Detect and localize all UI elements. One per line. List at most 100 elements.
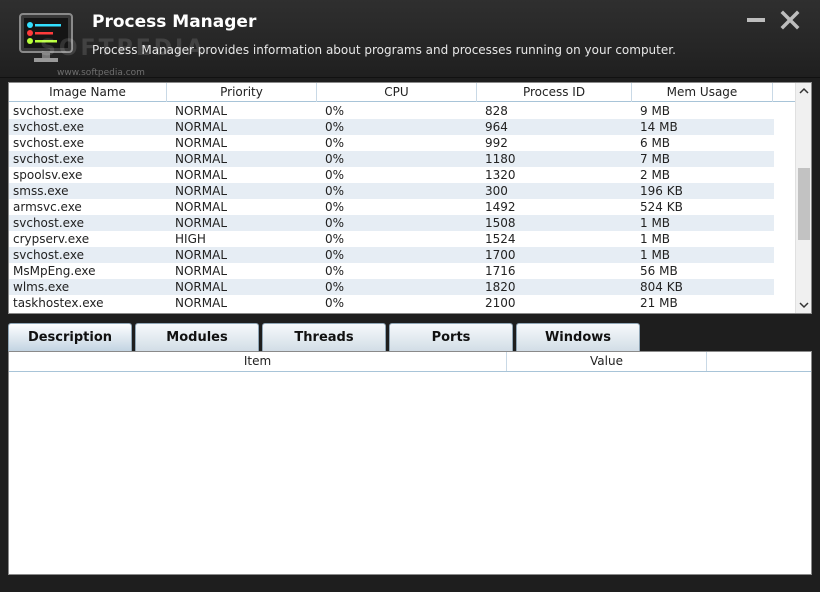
cell-cpu: 0% bbox=[325, 216, 345, 230]
cell-priority: NORMAL bbox=[175, 248, 228, 262]
cell-image-name: svchost.exe bbox=[13, 248, 84, 262]
cell-mem-usage: 56 MB bbox=[640, 264, 678, 278]
table-row[interactable]: smss.exe NORMAL 0% 300 196 KB bbox=[9, 183, 774, 199]
column-header-mem-usage[interactable]: Mem Usage bbox=[632, 83, 773, 102]
cell-process-id: 1716 bbox=[485, 264, 516, 278]
cell-image-name: svchost.exe bbox=[13, 216, 84, 230]
cell-image-name: crypserv.exe bbox=[13, 232, 90, 246]
cell-priority: NORMAL bbox=[175, 152, 228, 166]
cell-mem-usage: 2 MB bbox=[640, 168, 671, 182]
minimize-icon[interactable] bbox=[746, 10, 766, 30]
cell-cpu: 0% bbox=[325, 104, 345, 118]
process-list-header: Image Name Priority CPU Process ID Mem U… bbox=[9, 83, 797, 102]
cell-process-id: 300 bbox=[485, 184, 508, 198]
cell-mem-usage: 7 MB bbox=[640, 152, 671, 166]
cell-process-id: 1320 bbox=[485, 168, 516, 182]
cell-process-id: 992 bbox=[485, 136, 508, 150]
tab-description[interactable]: Description bbox=[8, 323, 132, 351]
column-header-process-id[interactable]: Process ID bbox=[477, 83, 632, 102]
chevron-up-icon[interactable] bbox=[796, 83, 812, 99]
table-row[interactable]: svchost.exe NORMAL 0% 828 9 MB bbox=[9, 103, 774, 119]
cell-process-id: 1508 bbox=[485, 216, 516, 230]
cell-mem-usage: 524 KB bbox=[640, 200, 683, 214]
watermark-url: www.softpedia.com bbox=[57, 68, 145, 78]
table-row[interactable]: svchost.exe NORMAL 0% 1508 1 MB bbox=[9, 215, 774, 231]
cell-mem-usage: 1 MB bbox=[640, 216, 671, 230]
table-row[interactable]: spoolsv.exe NORMAL 0% 1320 2 MB bbox=[9, 167, 774, 183]
tab-threads[interactable]: Threads bbox=[262, 323, 386, 351]
cell-cpu: 0% bbox=[325, 248, 345, 262]
cell-priority: NORMAL bbox=[175, 184, 228, 198]
cell-image-name: svchost.exe bbox=[13, 136, 84, 150]
cell-cpu: 0% bbox=[325, 168, 345, 182]
table-row[interactable]: wlms.exe NORMAL 0% 1820 804 KB bbox=[9, 279, 774, 295]
tab-windows[interactable]: Windows bbox=[516, 323, 640, 351]
table-row[interactable]: crypserv.exe HIGH 0% 1524 1 MB bbox=[9, 231, 774, 247]
cell-image-name: wlms.exe bbox=[13, 280, 70, 294]
table-row[interactable]: svchost.exe NORMAL 0% 964 14 MB bbox=[9, 119, 774, 135]
cell-image-name: smss.exe bbox=[13, 184, 69, 198]
cell-cpu: 0% bbox=[325, 152, 345, 166]
cell-process-id: 1700 bbox=[485, 248, 516, 262]
cell-priority: NORMAL bbox=[175, 120, 228, 134]
cell-priority: NORMAL bbox=[175, 104, 228, 118]
cell-image-name: svchost.exe bbox=[13, 104, 84, 118]
cell-cpu: 0% bbox=[325, 120, 345, 134]
cell-cpu: 0% bbox=[325, 200, 345, 214]
cell-mem-usage: 14 MB bbox=[640, 120, 678, 134]
column-header-value[interactable]: Value bbox=[507, 352, 707, 371]
watermark: SOFTPEDIA bbox=[40, 36, 207, 61]
column-header-cpu[interactable]: CPU bbox=[317, 83, 477, 102]
table-row[interactable]: armsvc.exe NORMAL 0% 1492 524 KB bbox=[9, 199, 774, 215]
cell-process-id: 828 bbox=[485, 104, 508, 118]
cell-priority: NORMAL bbox=[175, 296, 228, 310]
tab-ports[interactable]: Ports bbox=[389, 323, 513, 351]
cell-priority: NORMAL bbox=[175, 168, 228, 182]
cell-cpu: 0% bbox=[325, 280, 345, 294]
cell-cpu: 0% bbox=[325, 296, 345, 310]
scrollbar-thumb[interactable] bbox=[798, 168, 810, 240]
cell-mem-usage: 1 MB bbox=[640, 232, 671, 246]
close-icon[interactable] bbox=[780, 10, 800, 30]
cell-image-name: svchost.exe bbox=[13, 120, 84, 134]
process-rows: svchost.exe NORMAL 0% 828 9 MB svchost.exe NOR… bbox=[9, 103, 797, 311]
cell-mem-usage: 21 MB bbox=[640, 296, 678, 310]
cell-priority: NORMAL bbox=[175, 216, 228, 230]
cell-process-id: 1180 bbox=[485, 152, 516, 166]
cell-priority: NORMAL bbox=[175, 280, 228, 294]
table-row[interactable]: svchost.exe NORMAL 0% 992 6 MB bbox=[9, 135, 774, 151]
cell-cpu: 0% bbox=[325, 264, 345, 278]
table-row[interactable]: svchost.exe NORMAL 0% 1700 1 MB bbox=[9, 247, 774, 263]
cell-process-id: 1492 bbox=[485, 200, 516, 214]
cell-cpu: 0% bbox=[325, 232, 345, 246]
detail-list[interactable]: Item Value bbox=[8, 351, 812, 575]
cell-process-id: 2100 bbox=[485, 296, 516, 310]
cell-priority: NORMAL bbox=[175, 264, 228, 278]
cell-image-name: taskhostex.exe bbox=[13, 296, 104, 310]
table-row[interactable]: taskhostex.exe NORMAL 0% 2100 21 MB bbox=[9, 295, 774, 311]
cell-mem-usage: 1 MB bbox=[640, 248, 671, 262]
column-header-item[interactable]: Item bbox=[9, 352, 507, 371]
detail-list-header: Item Value bbox=[9, 352, 811, 372]
detail-tabs: Description Modules Threads Ports Window… bbox=[8, 323, 812, 351]
app-title: Process Manager bbox=[92, 12, 257, 32]
chevron-down-icon[interactable] bbox=[796, 297, 812, 313]
cell-image-name: armsvc.exe bbox=[13, 200, 82, 214]
cell-cpu: 0% bbox=[325, 184, 345, 198]
tab-modules[interactable]: Modules bbox=[135, 323, 259, 351]
cell-image-name: spoolsv.exe bbox=[13, 168, 83, 182]
table-row[interactable]: svchost.exe NORMAL 0% 1180 7 MB bbox=[9, 151, 774, 167]
column-header-priority[interactable]: Priority bbox=[167, 83, 317, 102]
cell-process-id: 1820 bbox=[485, 280, 516, 294]
vertical-scrollbar[interactable] bbox=[795, 83, 811, 313]
cell-process-id: 964 bbox=[485, 120, 508, 134]
column-header-image-name[interactable]: Image Name bbox=[9, 83, 167, 102]
cell-image-name: MsMpEng.exe bbox=[13, 264, 96, 278]
cell-mem-usage: 804 KB bbox=[640, 280, 683, 294]
cell-mem-usage: 196 KB bbox=[640, 184, 683, 198]
cell-mem-usage: 6 MB bbox=[640, 136, 671, 150]
process-list[interactable]: Image Name Priority CPU Process ID Mem U… bbox=[8, 82, 812, 314]
cell-priority: NORMAL bbox=[175, 200, 228, 214]
monitor-icon bbox=[19, 13, 73, 62]
table-row[interactable]: MsMpEng.exe NORMAL 0% 1716 56 MB bbox=[9, 263, 774, 279]
